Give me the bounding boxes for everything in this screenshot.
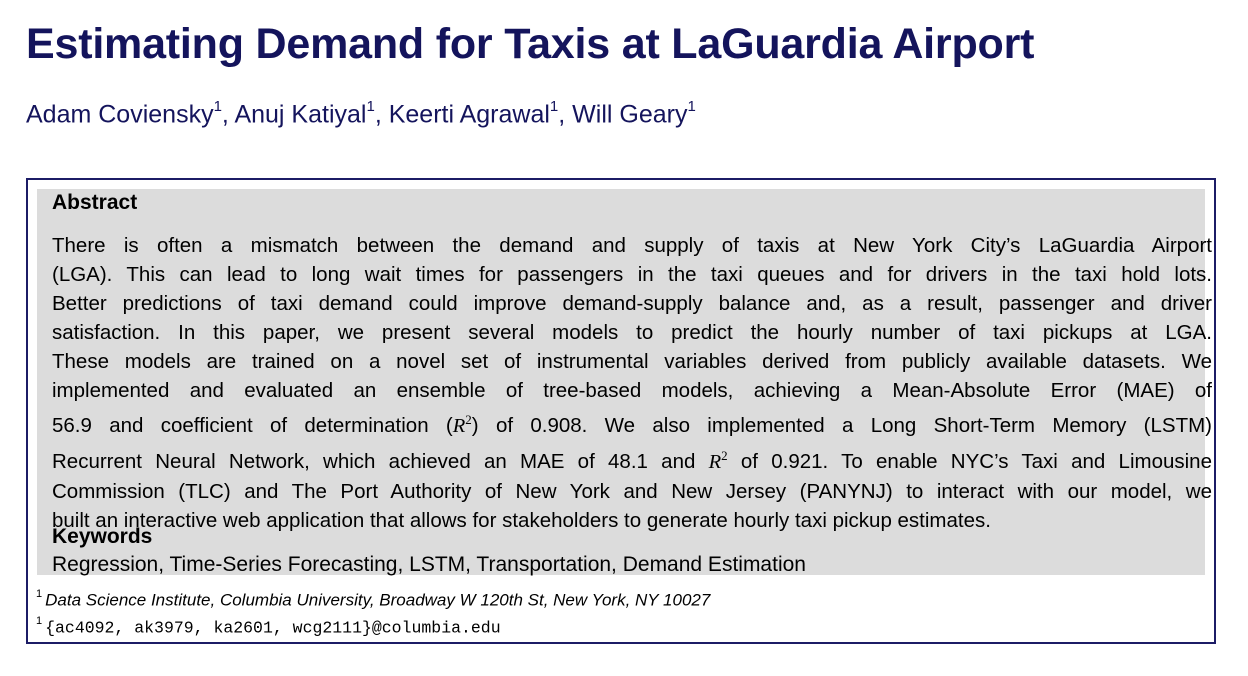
abstract-line: satisfaction. In this paper, we present … bbox=[52, 321, 1212, 344]
abstract-line: built an interactive web application tha… bbox=[52, 508, 991, 532]
affiliation-note: 1 Data Science Institute, Columbia Univer… bbox=[36, 588, 711, 611]
math-symbol: R bbox=[708, 450, 722, 473]
abstract-line: implemented and evaluated an ensemble of… bbox=[52, 379, 1212, 402]
affiliation-mark: 1 bbox=[549, 98, 559, 115]
author-name: Keerti Agrawal bbox=[388, 100, 550, 129]
author-name: Will Geary bbox=[572, 100, 688, 129]
line-text: ) of 0.908. We also implemented a Long S… bbox=[471, 413, 1212, 437]
affiliation-mark: 1 bbox=[687, 98, 696, 115]
math-power: 2 bbox=[721, 447, 728, 463]
affiliation-mark: 1 bbox=[36, 588, 43, 600]
affiliation-mark: 1 bbox=[366, 98, 375, 115]
abstract-box: Abstract There is often a mismatch betwe… bbox=[26, 178, 1216, 644]
email-note: 1 {ac4092, ak3979, ka2601, wcg2111}@colum… bbox=[36, 615, 501, 638]
affiliation-mark: 1 bbox=[213, 98, 222, 115]
author-name: Anuj Katiyal bbox=[234, 100, 367, 129]
keywords-list: Regression, Time-Series Forecasting, LST… bbox=[52, 553, 806, 576]
paper-title: Estimating Demand for Taxis at LaGuardia… bbox=[26, 20, 1035, 68]
line-text: 56.9 and coefficient of determination ( bbox=[52, 413, 453, 437]
line-text: Recurrent Neural Network, which achieved… bbox=[52, 449, 709, 473]
abstract-body: There is often a mismatch between the de… bbox=[52, 231, 1212, 535]
line-text: of 0.921. To enable NYC’s Taxi and Limou… bbox=[727, 449, 1212, 473]
affiliation-mark: 1 bbox=[36, 615, 43, 627]
abstract-line: There is often a mismatch between the de… bbox=[52, 234, 1212, 257]
abstract-line: Better predictions of taxi demand could … bbox=[52, 292, 1212, 315]
affiliation-text: Data Science Institute, Columbia Univers… bbox=[45, 590, 711, 610]
keywords-heading: Keywords bbox=[52, 525, 153, 548]
author-separator: , bbox=[374, 100, 389, 129]
math-symbol: R bbox=[452, 414, 466, 437]
abstract-line: Commission (TLC) and The Port Authority … bbox=[52, 479, 1212, 503]
abstract-line: 56.9 and coefficient of determination (R… bbox=[52, 405, 1212, 441]
abstract-line: These models are trained on a novel set … bbox=[52, 350, 1212, 373]
abstract-heading: Abstract bbox=[52, 191, 138, 214]
math-power: 2 bbox=[465, 412, 472, 427]
abstract-shaded-panel: Abstract There is often a mismatch betwe… bbox=[37, 189, 1212, 576]
author-separator: , bbox=[558, 100, 573, 129]
abstract-line: Recurrent Neural Network, which achieved… bbox=[52, 441, 1212, 477]
r-squared-symbol: R2 bbox=[452, 412, 472, 437]
author-separator: , bbox=[221, 100, 235, 129]
author-name: Adam Coviensky bbox=[26, 100, 214, 129]
email-text: {ac4092, ak3979, ka2601, wcg2111}@columb… bbox=[45, 618, 501, 638]
author-list: Adam Coviensky1, Anuj Katiyal1, Keerti A… bbox=[26, 98, 696, 129]
abstract-line: (LGA). This can lead to long wait times … bbox=[52, 263, 1212, 286]
r-squared-symbol: R2 bbox=[708, 447, 728, 473]
